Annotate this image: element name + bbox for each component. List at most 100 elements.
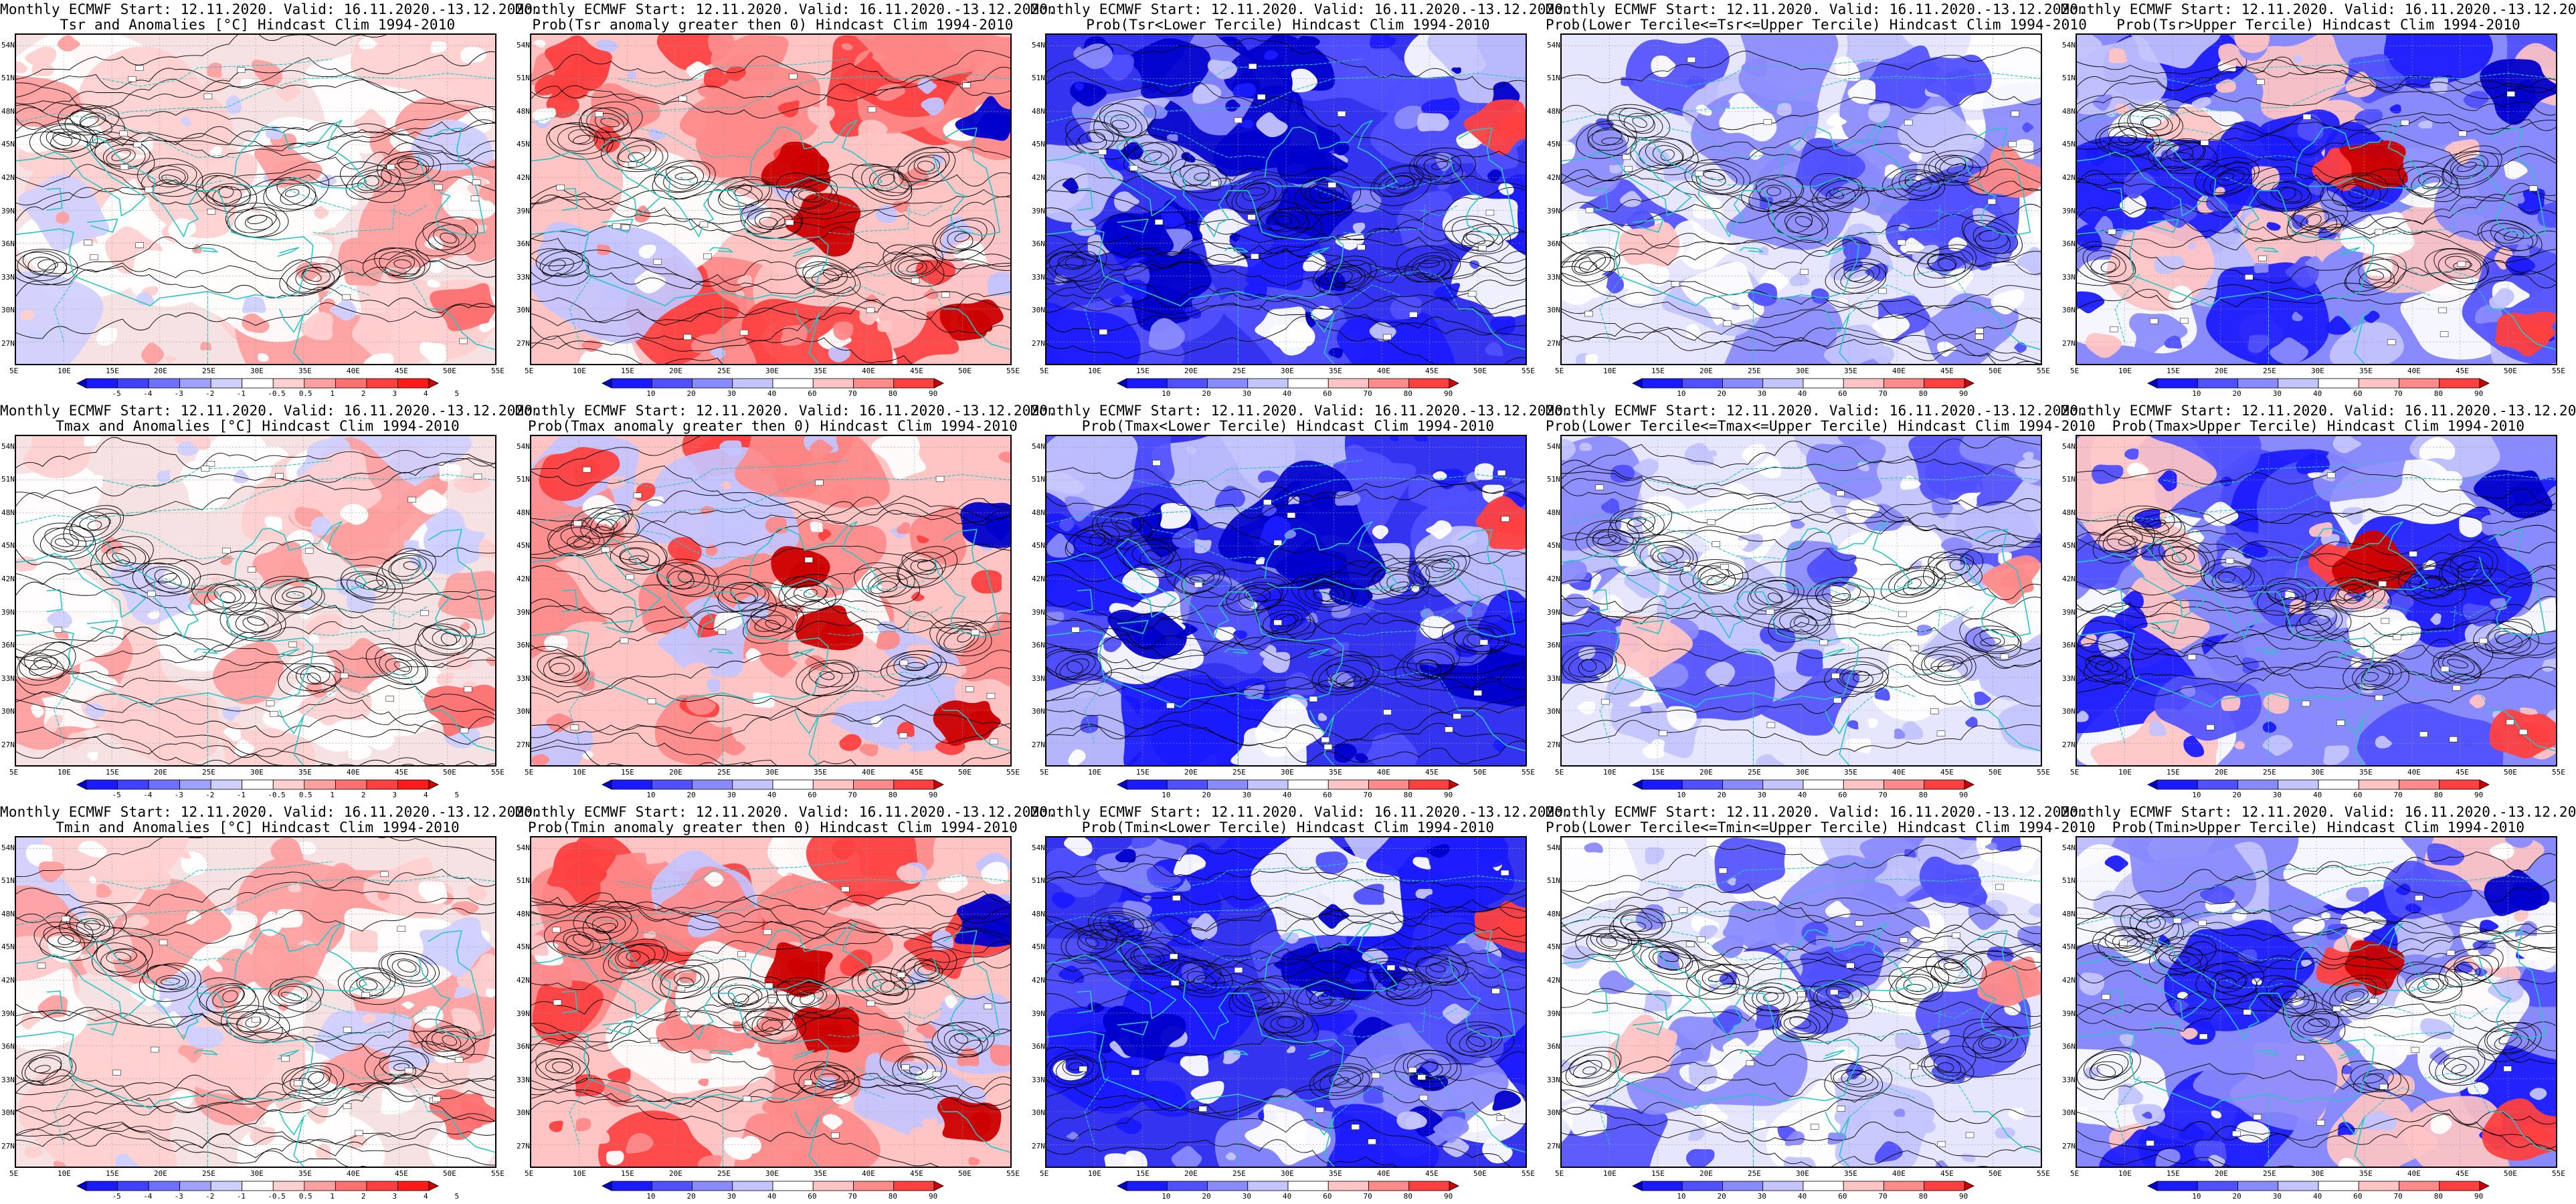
lat-label: 39N [1547,206,1560,215]
lat-label: 48N [2062,909,2076,918]
lon-label: 50E [1473,768,1487,777]
colorbar-tick-label: 20 [1202,389,1211,398]
lat-label: 51N [1,876,15,886]
lon-label: 50E [443,1169,456,1178]
colorbar-tick-label: 60 [1838,791,1847,799]
lat-label: 48N [1032,909,1045,918]
map-panel-tsr-up: Monthly ECMWF Start: 12.11.2020. Valid: … [2061,0,2576,401]
lon-label: 40E [1377,768,1390,777]
colorbar [2147,1181,2490,1191]
lat-label: 36N [1032,1042,1045,1051]
lon-label: 10E [2118,1169,2132,1178]
forecast-map [2076,435,2557,767]
lat-label: 33N [1,272,15,282]
colorbar-tick-label: 10 [1162,1192,1171,1201]
forecast-map [15,33,496,365]
colorbar [602,779,944,790]
forecast-map [2076,836,2557,1168]
panel-title-line2: Prob(Tmax>Upper Tercile) Hindcast Clim 1… [2112,418,2525,434]
map-panel-tmax-mid: Monthly ECMWF Start: 12.11.2020. Valid: … [1546,401,2096,803]
colorbar-tick-label: 60 [2353,791,2363,799]
lon-label: 55E [2552,1169,2565,1178]
lon-label: 45E [2456,1169,2469,1178]
lat-label: 45N [1032,140,1045,149]
colorbar-tick-label: 2 [361,389,366,398]
lat-label: 30N [2062,306,2076,315]
lon-label: 40E [347,367,360,375]
lon-label: 50E [2504,768,2517,777]
lon-label: 55E [1006,1169,1020,1178]
lon-label: 55E [1522,768,1535,777]
colorbar-tick-label: 10 [646,791,656,799]
colorbar-tick-label: 70 [1363,389,1372,398]
panel-title-line1: Monthly ECMWF Start: 12.11.2020. Valid: … [1546,1,2088,17]
lat-label: 51N [1032,74,1045,83]
map-panel-tmax-up: Monthly ECMWF Start: 12.11.2020. Valid: … [2061,401,2576,803]
colorbar-tick-label: 80 [1918,389,1928,398]
colorbar-tick-label: 40 [767,389,777,398]
colorbar-tick-label: 80 [1918,791,1928,799]
panel-title-line1: Monthly ECMWF Start: 12.11.2020. Valid: … [1030,403,1572,419]
colorbar-tick-label: 30 [2272,389,2282,398]
panel-title-line1: Monthly ECMWF Start: 12.11.2020. Valid: … [515,403,1057,419]
colorbar-tick-label: 60 [808,389,817,398]
map-panel-tmin-pos: Monthly ECMWF Start: 12.11.2020. Valid: … [515,803,1056,1204]
lon-label: 50E [1989,367,2002,375]
lon-label: 30E [2311,768,2324,777]
colorbar-tick-label: 70 [848,791,857,799]
lon-label: 5E [9,367,19,375]
lon-label: 15E [1136,367,1149,375]
lon-label: 45E [1940,367,1954,375]
lon-label: 5E [1555,768,1564,777]
lon-label: 35E [814,367,827,375]
colorbar-tick-label: 60 [1323,791,1332,799]
lon-label: 35E [298,367,312,375]
forecast-map [1045,435,1527,767]
lon-label: 35E [1844,768,1857,777]
lat-label: 36N [1,641,15,650]
forecast-map [530,836,1012,1168]
lon-label: 45E [395,1169,408,1178]
lon-label: 40E [862,768,875,777]
colorbar-tick-label: -2 [205,389,215,398]
lat-label: 42N [1032,574,1045,583]
lon-label: 30E [1281,1169,1294,1178]
map-panel-tsr-anom: Monthly ECMWF Start: 12.11.2020. Valid: … [0,0,541,401]
colorbar-tick-label: 80 [888,1192,897,1201]
forecast-map [1560,435,2042,767]
colorbar-tick-label: 4 [424,791,428,799]
panel-title-line2: Prob(Tsr<Lower Tercile) Hindcast Clim 19… [1086,17,1490,33]
colorbar [1117,1181,1459,1191]
colorbar-tick-label: 2 [361,1192,366,1201]
colorbar-tick-label: 70 [2393,389,2403,398]
lon-label: 10E [1603,1169,1617,1178]
lat-label: 30N [1032,306,1045,315]
lon-label: 40E [347,768,360,777]
colorbar-tick-label: 3 [392,1192,397,1201]
lat-label: 42N [517,975,530,985]
lon-label: 45E [910,367,923,375]
colorbar-tick-label: -4 [143,1192,153,1201]
lat-label: 33N [517,1075,530,1084]
lon-label: 30E [1796,1169,1809,1178]
lon-label: 5E [1040,367,1049,375]
colorbar-tick-label: 20 [1717,1192,1726,1201]
lat-label: 27N [517,740,530,749]
colorbar-tick-label: 10 [1677,1192,1686,1201]
lat-label: 48N [1032,106,1045,116]
colorbar-tick-label: 90 [1444,1192,1453,1201]
lon-label: 30E [1281,768,1294,777]
colorbar-tick-label: -0.5 [268,389,286,398]
lat-label: 33N [1032,1075,1045,1084]
panel-title-line2: Prob(Tmin anomaly greater then 0) Hindca… [527,819,1018,835]
lat-label: 48N [1032,508,1045,517]
lon-label: 40E [862,367,875,375]
colorbar-tick-label: 2 [361,791,366,799]
lon-label: 35E [1329,768,1342,777]
lat-label: 54N [1547,843,1560,852]
lon-label: 55E [2552,768,2565,777]
colorbar-tick-label: 60 [808,1192,817,1201]
lon-label: 55E [2037,768,2050,777]
lat-label: 39N [1032,1009,1045,1018]
lat-label: 45N [1,942,15,952]
